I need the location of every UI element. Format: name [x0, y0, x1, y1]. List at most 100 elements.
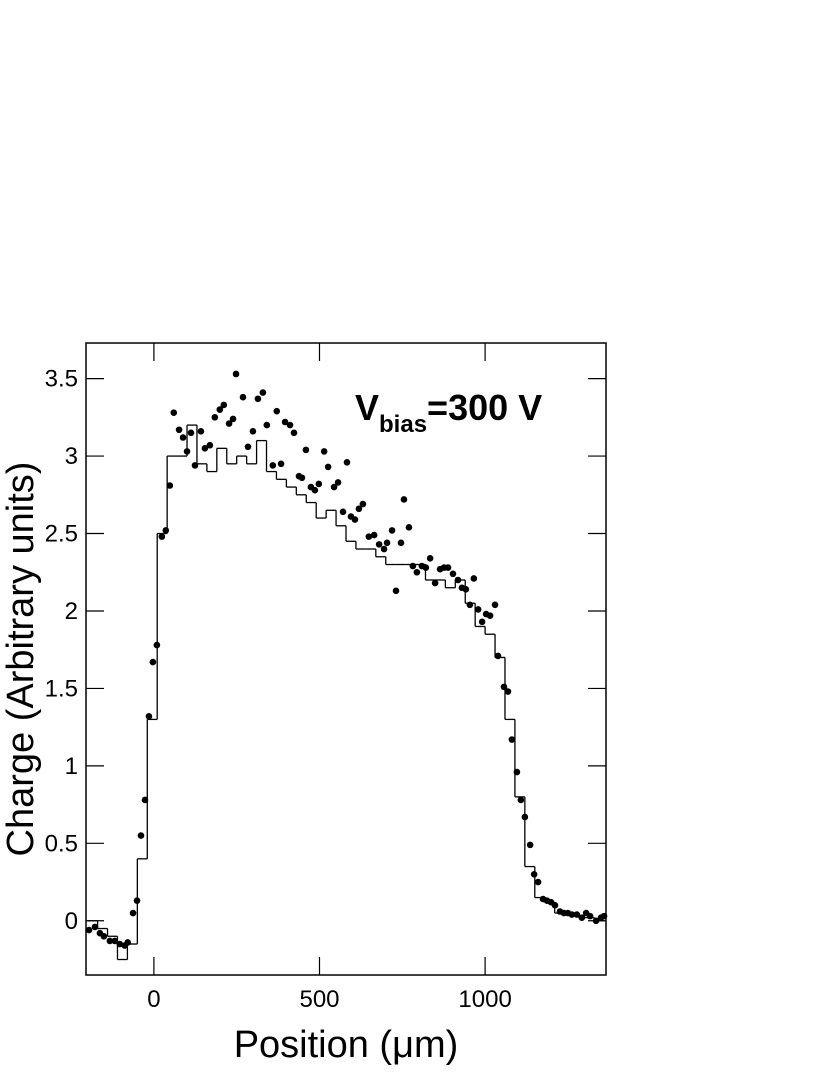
data-point [526, 841, 534, 849]
data-point [380, 545, 388, 553]
data-point [444, 564, 452, 571]
data-point [133, 897, 141, 904]
data-point [216, 406, 224, 413]
data-point [220, 401, 228, 409]
x-tick-label: 1000 [458, 986, 511, 1013]
y-tick-label: 2 [65, 598, 78, 625]
data-point [137, 832, 145, 839]
data-point [201, 445, 209, 452]
data-point [149, 658, 157, 666]
data-point [370, 531, 378, 539]
annotation-main: V [355, 387, 379, 428]
data-point [365, 533, 373, 540]
data-point [375, 541, 383, 548]
data-point [263, 421, 271, 429]
data-point [311, 486, 319, 494]
data-point [206, 441, 214, 449]
data-point [431, 579, 439, 587]
data-point [592, 917, 600, 925]
data-point [244, 443, 252, 451]
data-point [85, 926, 93, 934]
data-point [273, 407, 281, 415]
data-point [239, 393, 247, 401]
annotation-rest: =300 V [427, 387, 542, 428]
data-point [413, 568, 421, 576]
data-point [320, 448, 328, 455]
data-point [486, 612, 494, 619]
data-point [124, 939, 132, 946]
y-tick-label: 0.5 [45, 830, 78, 857]
y-tick-label: 3 [65, 443, 78, 470]
data-point [281, 418, 289, 426]
data-point [170, 409, 178, 417]
data-point [409, 562, 417, 570]
data-point [513, 768, 521, 776]
data-point [191, 462, 199, 469]
data-point [145, 713, 153, 720]
data-point [343, 458, 351, 466]
data-point [500, 683, 508, 691]
data-point [290, 429, 298, 437]
y-tick-label: 1 [65, 753, 78, 780]
data-point [141, 796, 149, 804]
annotation-sub: bias [379, 411, 427, 438]
data-point [400, 496, 408, 503]
y-tick-label: 0 [65, 908, 78, 935]
annotation: Vbias=300 V [355, 387, 542, 438]
data-point [315, 480, 323, 488]
data-point [351, 516, 359, 523]
data-point [197, 427, 205, 435]
data-point [187, 429, 195, 437]
y-tick-label: 2.5 [45, 521, 78, 548]
data-point [470, 575, 478, 582]
data-point [277, 460, 285, 468]
data-point [392, 587, 400, 595]
y-axis-title: Charge (Arbitrary units) [0, 462, 42, 857]
data-point [508, 736, 516, 743]
data-point [111, 937, 119, 945]
data-point [302, 446, 310, 454]
data-point [454, 576, 462, 584]
x-tick-label: 500 [299, 986, 339, 1013]
data-point [259, 389, 267, 396]
data-point [225, 420, 233, 427]
data-point [388, 527, 396, 534]
data-point [449, 570, 457, 578]
data-point [339, 508, 347, 516]
data-point [183, 448, 191, 455]
data-point [494, 652, 502, 660]
data-point [478, 618, 486, 626]
data-point [269, 462, 277, 469]
data-point [568, 911, 576, 918]
data-point [474, 606, 482, 613]
data-point [573, 911, 581, 918]
data-point [551, 901, 559, 909]
data-point [405, 524, 413, 531]
data-point [116, 940, 124, 948]
data-point [491, 601, 499, 609]
data-point [286, 421, 294, 429]
data-point [229, 415, 237, 423]
data-point [211, 414, 219, 421]
data-point [586, 912, 594, 920]
y-tick-label: 3.5 [45, 366, 78, 393]
plot-frame [85, 342, 607, 976]
data-point [534, 878, 542, 886]
x-tick-label: 0 [147, 986, 160, 1013]
data-point [530, 871, 538, 878]
data-point [359, 500, 367, 508]
data-point [100, 932, 108, 940]
data-point [254, 395, 262, 403]
data-point [129, 909, 137, 917]
data-point [324, 463, 332, 471]
data-point [166, 482, 174, 489]
data-point [162, 527, 170, 534]
data-point [158, 533, 166, 540]
data-point [462, 585, 470, 593]
data-point [521, 813, 529, 821]
data-point [330, 483, 338, 491]
data-point [578, 914, 586, 921]
data-point [106, 937, 114, 945]
data-point [249, 427, 257, 435]
